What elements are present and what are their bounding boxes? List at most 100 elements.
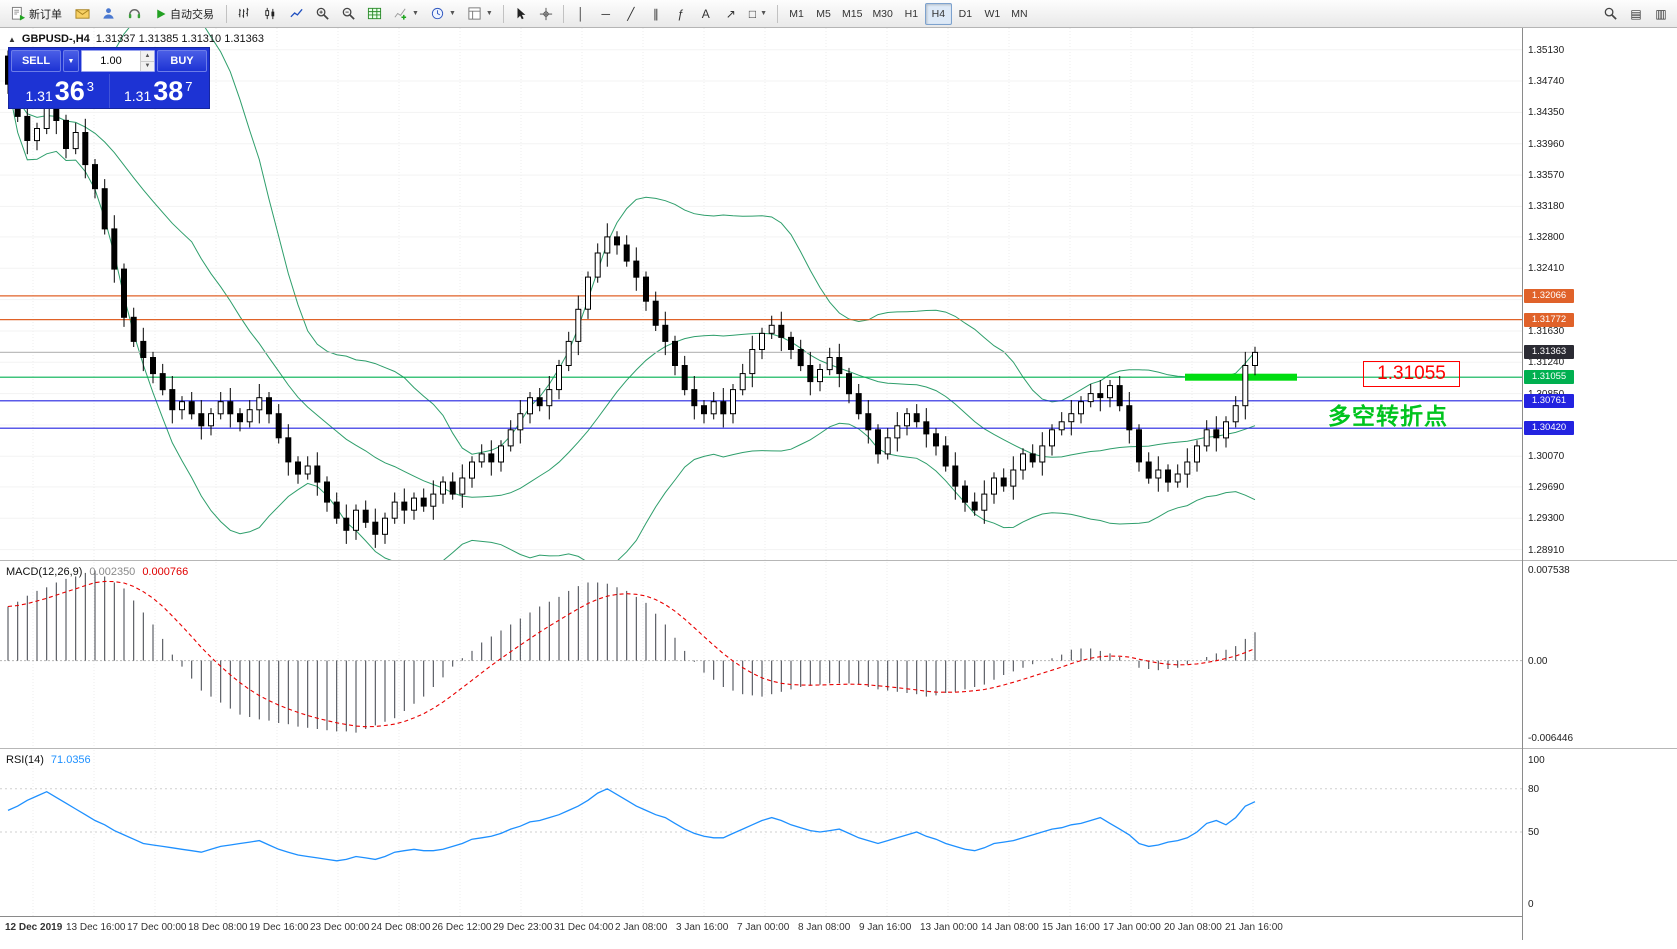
pane-splitter[interactable] (0, 560, 1677, 562)
price-axis-label: 1.29300 (1528, 513, 1565, 525)
price-tag: 1.31772 (1524, 312, 1574, 327)
line-chart-mode-button[interactable] (284, 3, 309, 25)
volume-dropdown-button[interactable]: ▼ (63, 50, 79, 72)
timeframe-m5[interactable]: M5 (816, 7, 831, 20)
periods-button[interactable]: ▼ (425, 3, 461, 25)
rsi-value: 71.0356 (50, 754, 91, 766)
data-window-icon: ▤ (1630, 6, 1642, 21)
window-list-button[interactable]: ▥ (1649, 3, 1673, 25)
macd-indicator-label: MACD(12,26,9) 0.002350 0.000766 (6, 566, 188, 578)
macd-axis-label: 0.00 (1528, 655, 1548, 667)
new-order-icon (11, 6, 26, 21)
pane-splitter[interactable] (0, 748, 1677, 750)
time-axis-label: 14 Jan 08:00 (981, 922, 1039, 933)
time-axis-label: 15 Jan 16:00 (1042, 922, 1100, 933)
timeframe-h1[interactable]: H1 (904, 7, 919, 20)
zoom-out-icon (341, 6, 356, 21)
zoom-in-icon (315, 6, 330, 21)
timeframe-w1[interactable]: W1 (984, 7, 1001, 20)
data-window-button[interactable]: ▤ (1624, 3, 1648, 25)
mail-button[interactable] (70, 3, 95, 25)
timeframe-d1[interactable]: D1 (958, 7, 973, 20)
time-axis-label: 20 Jan 08:00 (1164, 922, 1222, 933)
shapes-tool-button[interactable]: □ ▼ (744, 3, 772, 25)
rsi-axis-label: 80 (1528, 783, 1540, 795)
buy-button[interactable]: BUY (157, 50, 207, 72)
arrow-tool-button[interactable]: ↗ (719, 3, 743, 25)
horizontal-line-tool-button[interactable]: ─ (594, 3, 618, 25)
price-chart-pane[interactable] (0, 3, 1522, 568)
price-tag: 1.30420 (1524, 421, 1574, 436)
indicators-button[interactable]: ▼ (388, 3, 424, 25)
trendline-tool-button[interactable]: ╱ (619, 3, 643, 25)
time-axis-label: 26 Dec 12:00 (432, 922, 492, 933)
level-price-text-box[interactable]: 1.31055 (1363, 361, 1460, 387)
buy-price[interactable]: 1.31 38 7 (110, 74, 208, 108)
volume-input[interactable] (82, 51, 140, 71)
time-axis-label: 13 Jan 00:00 (920, 922, 978, 933)
crosshair-tool-button[interactable] (534, 3, 558, 25)
timeframe-m30[interactable]: M30 (872, 7, 893, 20)
new-order-label: 新订单 (29, 8, 62, 21)
timeframe-group: M1 M5 M15 M30 H1 H4 D1 W1 MN (783, 2, 1033, 25)
indicators-icon (393, 6, 408, 21)
rsi-name: RSI(14) (6, 754, 44, 766)
chevron-down-icon: ▼ (760, 10, 767, 17)
zoom-in-button[interactable] (310, 3, 335, 25)
time-axis-label: 7 Jan 00:00 (737, 922, 790, 933)
macd-pane[interactable] (0, 562, 1522, 748)
vertical-line-tool-button[interactable]: │ (569, 3, 593, 25)
support-button[interactable] (122, 3, 147, 25)
cursor-tool-button[interactable] (509, 3, 533, 25)
collapse-panel-icon[interactable]: ▲ (8, 34, 16, 44)
price-axis-label: 1.35130 (1528, 44, 1565, 56)
time-axis-label: 21 Jan 16:00 (1225, 922, 1283, 933)
fibonacci-icon: ƒ (677, 6, 685, 21)
volume-decrease-button[interactable]: ▼ (141, 61, 154, 71)
rsi-indicator-label: RSI(14) 71.0356 (6, 754, 91, 766)
turning-point-note[interactable]: 多空转折点 (1328, 403, 1448, 429)
timeframe-mn[interactable]: MN (1011, 7, 1028, 20)
grid-button[interactable] (362, 3, 387, 25)
price-axis-label: 1.34740 (1528, 76, 1565, 88)
price-axis-label: 1.34350 (1528, 107, 1565, 119)
price-axis-label: 1.32800 (1528, 231, 1565, 243)
time-axis[interactable]: 12 Dec 2019 13 Dec 16:00 17 Dec 00:00 18 De… (0, 916, 1522, 940)
channel-tool-button[interactable]: ∥ (644, 3, 668, 25)
text-tool-button[interactable]: A (694, 3, 718, 25)
volume-increase-button[interactable]: ▲ (141, 51, 154, 62)
chevron-down-icon: ▼ (412, 10, 419, 17)
rsi-pane[interactable] (0, 750, 1522, 916)
autotrading-button[interactable]: 自动交易 (148, 3, 221, 25)
price-axis-label: 1.33960 (1528, 138, 1565, 150)
search-icon (1603, 6, 1618, 21)
time-axis-label: 24 Dec 08:00 (371, 922, 431, 933)
price-tag: 1.31363 (1524, 345, 1574, 360)
search-button[interactable] (1598, 3, 1623, 25)
timeframe-m15[interactable]: M15 (842, 7, 863, 20)
crosshair-icon (539, 7, 553, 21)
sell-button[interactable]: SELL (11, 50, 61, 72)
fibonacci-tool-button[interactable]: ƒ (669, 3, 693, 25)
sell-price[interactable]: 1.31 36 3 (11, 74, 110, 108)
shapes-icon: □ (748, 6, 757, 21)
toolbar-separator (226, 4, 227, 23)
timeframe-m1[interactable]: M1 (789, 7, 804, 20)
zoom-out-button[interactable] (336, 3, 361, 25)
timeframe-h4[interactable]: H4 (924, 2, 952, 25)
template-icon (467, 6, 482, 21)
candle-chart-mode-button[interactable] (258, 3, 283, 25)
profile-button[interactable] (96, 3, 121, 25)
price-axis-label: 1.31240 (1528, 357, 1565, 369)
horizontal-line-icon: ─ (601, 6, 611, 21)
play-icon (155, 8, 167, 20)
main-toolbar: 新订单 自动交易 (0, 0, 1677, 28)
toolbar-separator (777, 4, 778, 23)
time-axis-label: 17 Jan 00:00 (1103, 922, 1161, 933)
bar-chart-mode-button[interactable] (232, 3, 257, 25)
grid-icon (367, 6, 382, 21)
templates-button[interactable]: ▼ (462, 3, 498, 25)
new-order-button[interactable]: 新订单 (4, 3, 69, 25)
price-axis-border (1522, 28, 1523, 940)
price-axis-label: 1.33570 (1528, 170, 1565, 182)
